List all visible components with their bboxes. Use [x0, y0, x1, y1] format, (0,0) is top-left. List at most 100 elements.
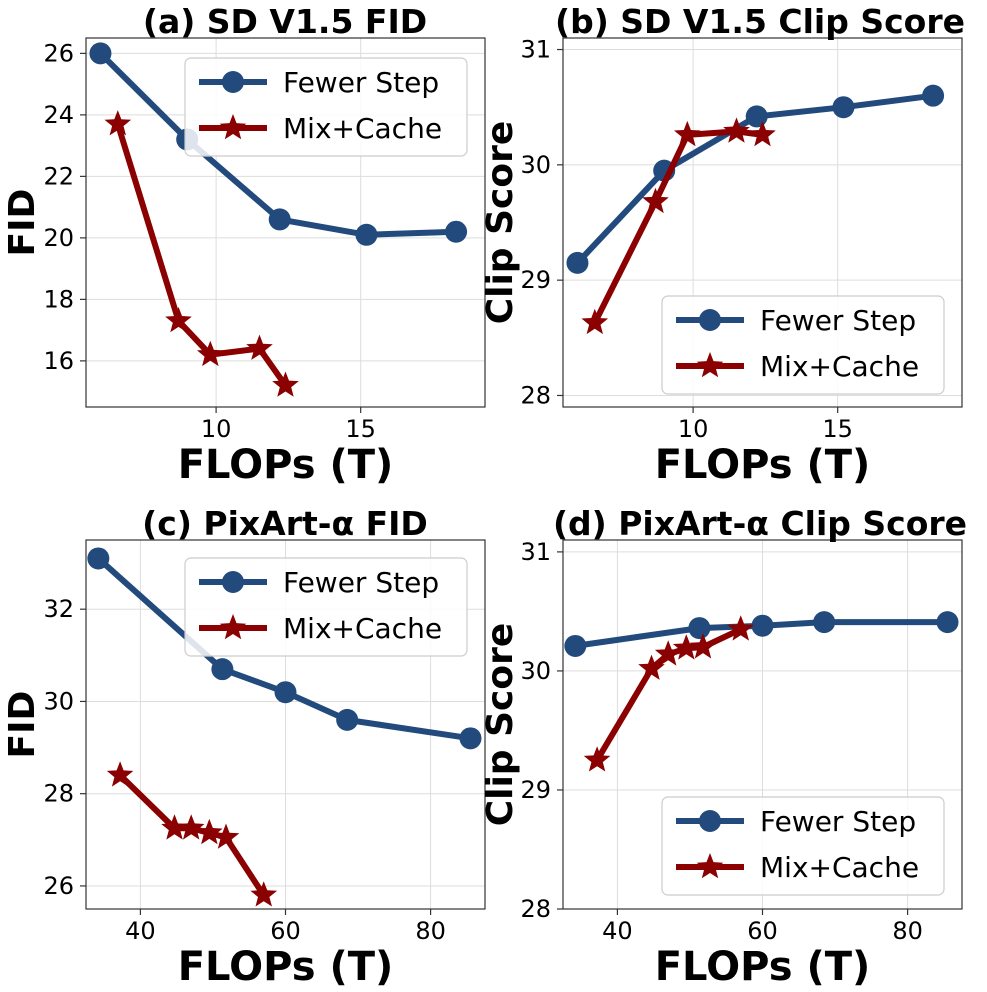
y-tick-label: 30 — [43, 687, 74, 715]
data-point-star — [674, 120, 701, 147]
data-point-star — [197, 340, 224, 367]
chart-title: (d) PixArt-α Clip Score — [553, 504, 967, 543]
plot-frame — [85, 37, 486, 408]
legend: Fewer Step Mix+Cache — [661, 796, 945, 896]
plot-frame — [562, 37, 963, 408]
x-tick-label: 80 — [415, 917, 446, 945]
chart-title: (b) SD V1.5 Clip Score — [555, 2, 965, 41]
legend-marker-circle — [699, 810, 721, 832]
legend-marker-star — [696, 853, 724, 879]
legend-marker-star — [219, 114, 247, 140]
y-axis-label: FID — [2, 189, 43, 257]
legend-marker-circle — [222, 71, 244, 93]
data-point-circle — [688, 617, 711, 640]
legend-label: Fewer Step — [760, 304, 916, 337]
data-point-circle — [89, 42, 112, 65]
x-tick-label: 60 — [270, 917, 301, 945]
y-tick-label: 18 — [43, 285, 74, 313]
x-tick-label: 15 — [822, 415, 853, 443]
data-point-circle — [813, 611, 836, 634]
data-point-circle — [459, 727, 482, 750]
data-point-star — [642, 187, 669, 214]
x-tick-label: 15 — [345, 415, 376, 443]
x-tick-label: 60 — [747, 917, 778, 945]
legend-label: Mix+Cache — [760, 851, 919, 884]
chart-panel-a: 10 15 16 18 20 22 24 26 (a) SD V1.5 FID FLOPs (T)… — [2, 2, 486, 488]
series-mix-cache — [581, 117, 776, 335]
legend-label: Fewer Step — [283, 66, 439, 99]
data-point-star — [749, 120, 776, 147]
chart-panel-b: 10 15 28 29 30 31(b) SD V1.5 Clip Score FLOPs … — [480, 2, 965, 488]
y-tick-label: 24 — [43, 101, 74, 129]
legend-marker-star — [219, 614, 247, 640]
y-tick-label: 31 — [520, 36, 551, 64]
y-tick-label: 32 — [43, 595, 74, 623]
series-mix-cache — [583, 615, 755, 772]
data-point-circle — [832, 96, 855, 119]
legend-marker-circle — [699, 309, 721, 331]
data-point-circle — [274, 681, 297, 704]
y-tick-label: 26 — [43, 872, 74, 900]
x-tick-label: 40 — [125, 917, 156, 945]
data-point-circle — [936, 611, 959, 634]
legend-label: Mix+Cache — [760, 350, 919, 383]
data-point-star — [654, 640, 682, 666]
data-point-circle — [211, 658, 234, 681]
series-mix-cache — [104, 110, 299, 397]
data-point-star — [212, 823, 240, 849]
series-fewer-step — [564, 611, 959, 657]
legend-label: Mix+Cache — [283, 112, 442, 145]
legend: Fewer Step Mix+Cache — [661, 295, 945, 395]
y-tick-label: 16 — [43, 347, 74, 375]
x-axis-label: FLOPs (T) — [655, 944, 871, 990]
x-tick-label: 40 — [602, 917, 633, 945]
data-point-circle — [445, 220, 468, 243]
legend: Fewer Step Mix+Cache — [184, 57, 468, 157]
series-fewer-step — [566, 84, 945, 274]
data-point-star — [106, 761, 134, 787]
x-axis-label: FLOPs (T) — [178, 944, 394, 990]
data-point-star — [638, 654, 665, 680]
data-point-star — [272, 371, 299, 397]
chart-panel-c: 40 60 80 26 28 30 32 (c) PixArt-α FID FLOPs (T) F… — [2, 504, 486, 990]
legend-label: Fewer Step — [760, 805, 916, 838]
x-axis-label: FLOPs (T) — [655, 442, 871, 488]
legend-marker-star — [696, 352, 724, 378]
data-point-star — [246, 334, 273, 360]
data-point-star — [165, 306, 192, 333]
data-point-circle — [922, 84, 945, 107]
y-tick-label: 28 — [43, 780, 74, 808]
data-point-circle — [355, 223, 378, 246]
data-point-star — [104, 110, 132, 136]
y-tick-label: 29 — [520, 266, 551, 294]
y-axis-label: FID — [2, 691, 43, 759]
data-point-star — [177, 814, 205, 840]
data-point-circle — [268, 208, 291, 231]
chart-title: (c) PixArt-α FID — [142, 504, 428, 543]
data-point-circle — [87, 547, 110, 570]
legend: Fewer Step Mix+Cache — [184, 557, 468, 657]
y-tick-label: 26 — [43, 39, 74, 67]
x-tick-label: 10 — [678, 415, 709, 443]
data-point-circle — [745, 105, 768, 128]
series-mix-cache — [106, 761, 278, 907]
data-point-star — [583, 746, 611, 772]
x-tick-label: 10 — [201, 415, 232, 443]
data-point-star — [723, 117, 750, 143]
legend-marker-circle — [222, 571, 244, 593]
data-point-star — [673, 634, 700, 660]
data-point-circle — [336, 708, 359, 731]
chart-title: (a) SD V1.5 FID — [143, 2, 427, 41]
data-point-circle — [566, 251, 589, 274]
data-point-star — [161, 814, 188, 840]
series-fewer-step — [87, 547, 482, 750]
y-tick-label: 29 — [520, 776, 551, 804]
y-axis-label: Clip Score — [480, 623, 521, 827]
y-tick-label: 22 — [43, 162, 74, 190]
y-tick-label: 28 — [520, 381, 551, 409]
data-point-star — [727, 615, 755, 641]
data-point-circle — [751, 614, 774, 637]
legend-label: Fewer Step — [283, 566, 439, 599]
data-point-circle — [564, 634, 587, 657]
